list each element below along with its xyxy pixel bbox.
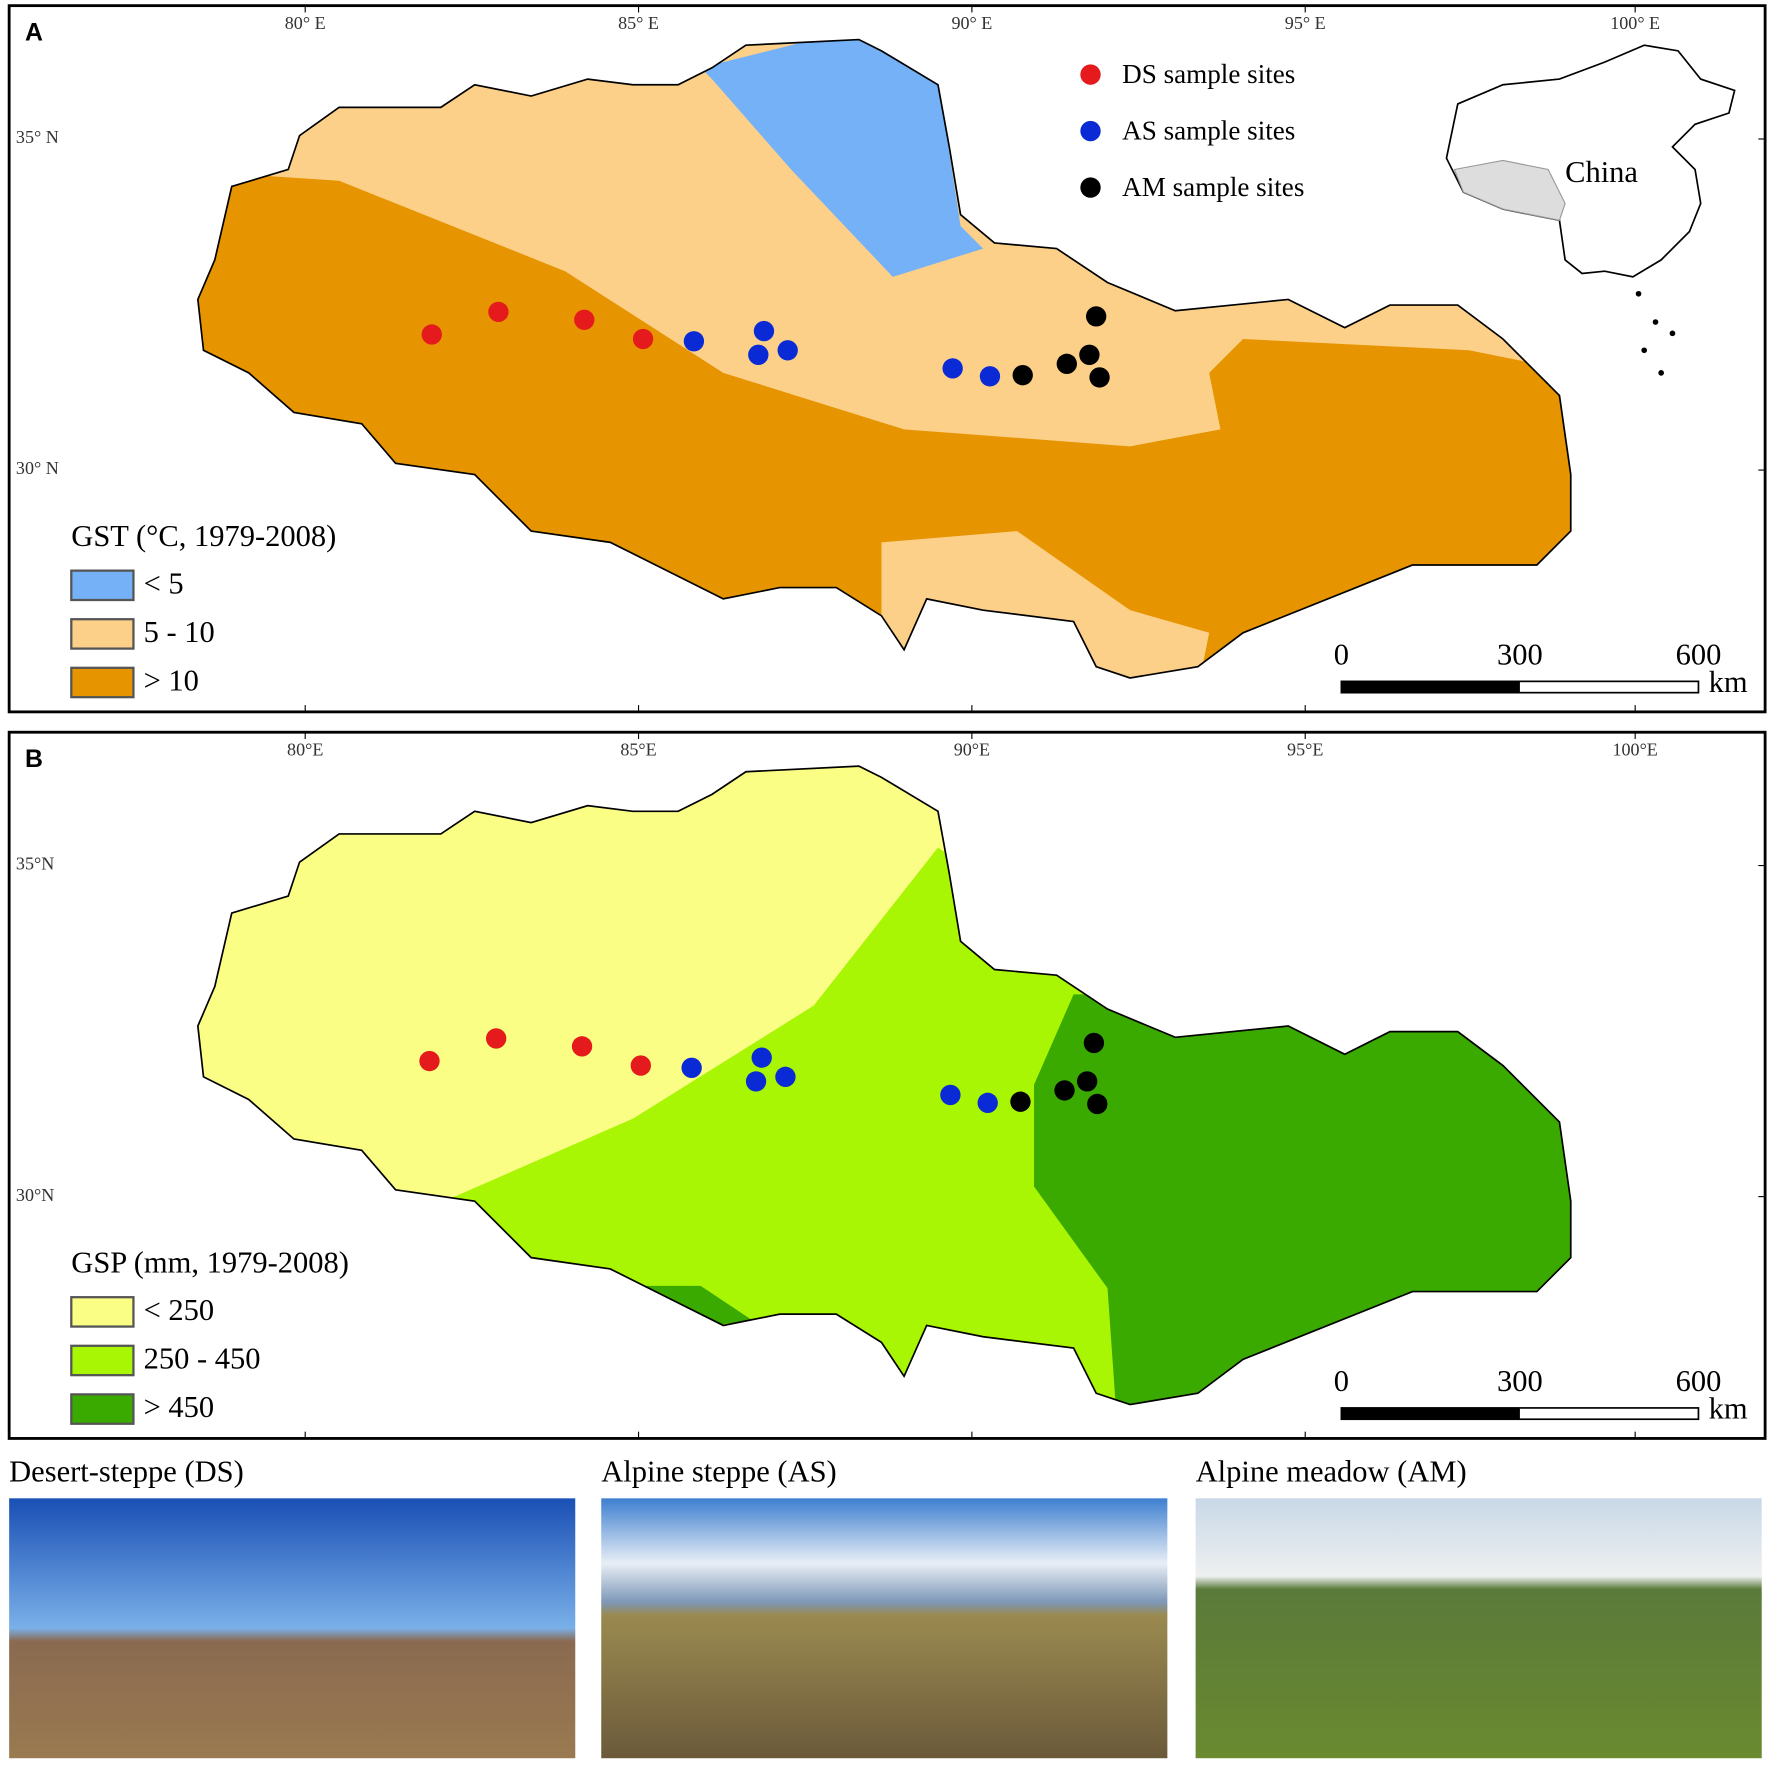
sample-site <box>571 1036 593 1057</box>
sample-site <box>421 324 442 345</box>
legend-swatch <box>70 618 135 650</box>
map-panel: B 80°E 85°E 90°E 95°E 100°E 35°N 30°N GSP (mm, 1… <box>7 730 1767 1440</box>
lon-tick-label: 85° E <box>618 13 659 33</box>
legend-label: 250 - 450 <box>144 1342 261 1376</box>
inset-island <box>1652 319 1659 325</box>
lon-tick-label: 80°E <box>287 740 323 760</box>
site-legend-dot <box>1080 120 1101 142</box>
sample-site <box>630 1055 651 1076</box>
scale-bar-fill <box>1341 681 1520 693</box>
sample-site <box>488 301 509 323</box>
sample-site <box>1079 344 1100 365</box>
inset-island <box>1658 370 1664 376</box>
region-outline <box>196 765 1572 1406</box>
lon-tick-label: 90° E <box>951 13 992 33</box>
photo <box>601 1498 1168 1759</box>
legend-title: GST (°C, 1979-2008) <box>71 519 336 553</box>
sample-site <box>748 344 769 365</box>
inset-label: China <box>1565 155 1638 189</box>
lon-tick-label: 95°E <box>1287 740 1323 760</box>
sample-site <box>419 1050 440 1072</box>
sample-site <box>979 366 1001 387</box>
photo-caption: Desert-steppe (DS) <box>9 1455 244 1489</box>
sample-site <box>681 1057 702 1078</box>
lat-tick-label: 35° N <box>16 127 59 147</box>
lat-tick-label: 30° N <box>16 458 59 478</box>
lat-tick-label: 30°N <box>16 1185 54 1205</box>
legend-label: 5 - 10 <box>144 615 215 649</box>
legend-title: GSP (mm, 1979-2008) <box>71 1246 349 1280</box>
photo <box>1195 1498 1762 1759</box>
scale-bar-fill <box>1341 1407 1520 1420</box>
sample-site <box>1089 367 1110 388</box>
sample-site <box>574 309 595 330</box>
inset-island <box>1641 347 1648 354</box>
sample-site <box>1083 1032 1105 1054</box>
sample-site <box>1010 1091 1031 1112</box>
scale-label: 300 <box>1497 638 1543 672</box>
legend-swatch <box>70 569 135 602</box>
site-legend-label: AS sample sites <box>1122 116 1295 146</box>
sample-site <box>1054 1080 1075 1101</box>
sample-site <box>775 1066 796 1088</box>
panel-label: B <box>25 746 43 773</box>
photo-caption: Alpine steppe (AS) <box>601 1455 836 1489</box>
scale-label: 0 <box>1334 1364 1349 1398</box>
lon-tick-label: 95° E <box>1285 13 1326 33</box>
legend-swatch <box>70 666 135 699</box>
lon-tick-label: 80° E <box>285 13 326 33</box>
sample-site <box>942 358 963 379</box>
legend-label: > 450 <box>144 1390 215 1424</box>
sample-site <box>1076 1071 1098 1092</box>
inset-island <box>1635 290 1642 297</box>
scale-label: 600 <box>1676 638 1722 672</box>
sample-site <box>777 340 798 361</box>
sample-site <box>1086 306 1107 327</box>
zone <box>700 39 984 277</box>
sample-site <box>632 328 654 350</box>
scale-unit: km <box>1709 665 1748 699</box>
sample-site <box>485 1028 507 1049</box>
sample-site <box>977 1092 998 1114</box>
lat-tick-label: 35°N <box>16 854 54 874</box>
sample-site <box>940 1084 961 1106</box>
sample-site <box>745 1071 767 1092</box>
map-panel: A 80° E 85° E 90° E 95° E 100° E 35° N 30° N GST… <box>7 4 1767 714</box>
sample-site <box>1012 364 1033 386</box>
legend-swatch <box>70 1344 135 1377</box>
site-legend-label: DS sample sites <box>1122 59 1295 89</box>
sample-site <box>1087 1093 1108 1115</box>
scale-unit: km <box>1709 1391 1748 1425</box>
lon-tick-label: 100° E <box>1610 13 1660 33</box>
region-outline <box>196 38 1572 679</box>
legend-label: < 5 <box>144 566 184 600</box>
legend-label: < 250 <box>144 1293 215 1327</box>
site-legend-label: AM sample sites <box>1122 172 1304 202</box>
lon-tick-label: 100°E <box>1612 740 1657 760</box>
inset-region <box>1453 159 1566 221</box>
scale-label: 600 <box>1676 1364 1722 1398</box>
sample-site <box>1056 353 1077 375</box>
legend-label: > 10 <box>144 664 199 698</box>
scale-label: 0 <box>1334 638 1349 672</box>
photo-caption: Alpine meadow (AM) <box>1196 1455 1467 1489</box>
scale-label: 300 <box>1497 1364 1543 1398</box>
site-legend-dot <box>1080 64 1101 85</box>
panel-label: A <box>25 19 43 46</box>
sample-site <box>751 1047 772 1068</box>
inset-island <box>1669 330 1676 337</box>
photo <box>9 1498 576 1759</box>
sample-site <box>683 331 705 352</box>
site-legend-dot <box>1080 177 1101 198</box>
sample-site <box>753 320 775 342</box>
legend-swatch <box>70 1393 135 1425</box>
legend-swatch <box>70 1296 135 1328</box>
lon-tick-label: 85°E <box>620 740 656 760</box>
lon-tick-label: 90°E <box>954 740 990 760</box>
